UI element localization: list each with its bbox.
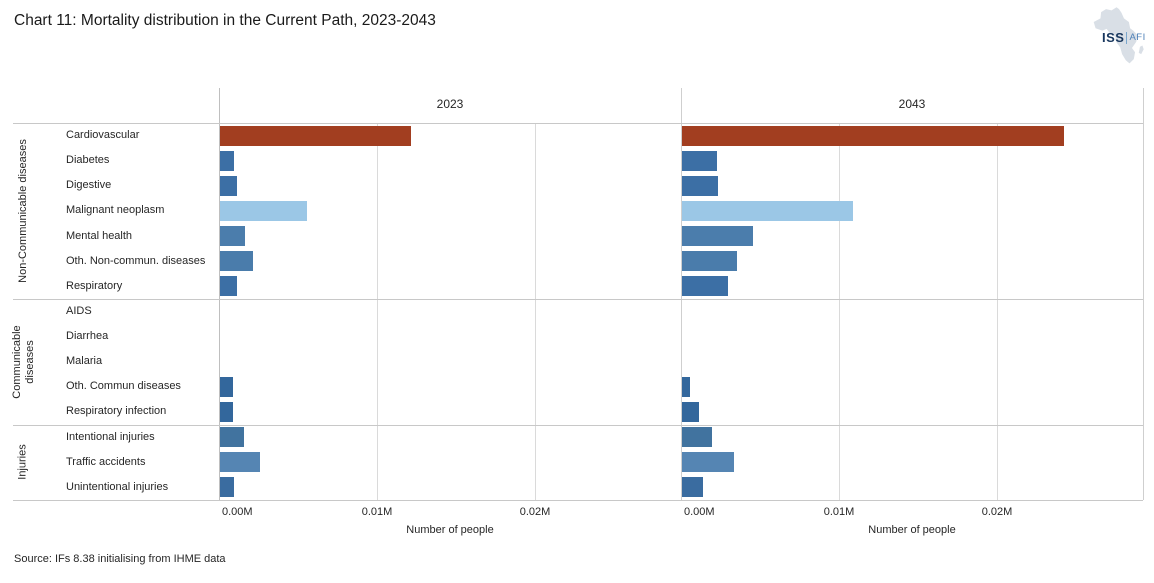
category-label-malignant-neoplasm: Malignant neoplasm [66, 204, 165, 217]
category-label-intentional-injuries: Intentional injuries [66, 430, 155, 443]
logo: ISS AFI [1088, 6, 1150, 64]
category-label-traffic-accidents: Traffic accidents [66, 455, 146, 468]
source-note: Source: IFs 8.38 initialising from IHME … [14, 553, 226, 565]
category-label-diabetes: Diabetes [66, 154, 110, 167]
bar-2023-respiratory [220, 276, 238, 297]
x-tick-label: 0.00M [684, 506, 715, 518]
bar-2023-malignant-neoplasm [220, 200, 307, 221]
bar-2043-cardiovascular [682, 125, 1065, 146]
bar-2023-unintentional-injuries [220, 477, 235, 498]
bar-2043-malignant-neoplasm [682, 200, 853, 221]
panel-year-label: 2043 [898, 97, 926, 111]
x-tick-label: 0.01M [361, 506, 393, 518]
bar-2043-respiratory [682, 276, 728, 297]
category-label-diarrhea: Diarrhea [66, 330, 109, 343]
africa-icon [1093, 7, 1144, 64]
bar-2023-oth-commun-diseases [220, 376, 233, 397]
category-label-oth-non-commun-diseases: Oth. Non-commun. diseases [66, 254, 206, 267]
logo-text: ISS AFI [1102, 30, 1146, 45]
gridline [839, 123, 840, 500]
category-label-cardiovascular: Cardiovascular [66, 129, 140, 141]
category-label-unintentional-injuries: Unintentional injuries [66, 480, 169, 493]
bar-2023-cardiovascular [220, 125, 412, 146]
y-axis-line [219, 88, 220, 500]
bar-2043-respiratory-infection [682, 402, 700, 423]
x-axis-title: Number of people [868, 524, 956, 536]
logo-text-iss: ISS [1102, 30, 1125, 45]
gridline [377, 123, 378, 500]
bar-2023-diabetes [220, 150, 235, 171]
logo-divider [1126, 31, 1128, 44]
bar-2043-oth-commun-diseases [682, 376, 690, 397]
panel-divider [681, 88, 682, 500]
plot-border-top [13, 123, 1143, 124]
gridline [535, 123, 536, 500]
plot-border-right [1143, 88, 1144, 500]
x-tick-label: 0.01M [823, 506, 855, 518]
category-label-respiratory: Respiratory [66, 279, 123, 292]
group-label-non-communicable-diseases: Non-Communicable diseases [17, 139, 30, 283]
bar-2023-respiratory-infection [220, 402, 233, 423]
plot-border-bottom [13, 500, 1143, 501]
group-separator [13, 424, 1143, 426]
category-label-malaria: Malaria [66, 355, 103, 368]
category-label-aids: AIDS [66, 304, 92, 317]
bar-2023-mental-health [220, 226, 246, 247]
category-label-oth-commun-diseases: Oth. Commun diseases [66, 380, 181, 393]
x-tick-label: 0.02M [519, 506, 551, 518]
bar-2043-unintentional-injuries [682, 477, 703, 498]
bar-2043-traffic-accidents [682, 452, 735, 473]
bar-2043-digestive [682, 175, 719, 196]
x-axis-title: Number of people [406, 524, 494, 536]
group-label-communicable-diseases: Communicable diseases [10, 325, 36, 399]
x-tick-label: 0.00M [222, 506, 253, 518]
bar-2043-diabetes [682, 150, 717, 171]
gridline [997, 123, 998, 500]
logo-text-afi: AFI [1129, 32, 1146, 43]
bar-2023-traffic-accidents [220, 452, 260, 473]
category-label-digestive: Digestive [66, 179, 112, 192]
category-label-mental-health: Mental health [66, 229, 133, 242]
group-separator [13, 298, 1143, 300]
bar-2023-digestive [220, 175, 238, 196]
bar-2043-mental-health [682, 226, 754, 247]
chart-title: Chart 11: Mortality distribution in the … [14, 12, 436, 29]
bar-2023-oth-non-commun-diseases [220, 251, 254, 272]
panel-year-label: 2023 [436, 97, 464, 111]
bar-2043-oth-non-commun-diseases [682, 251, 738, 272]
bar-2023-intentional-injuries [220, 427, 244, 448]
x-tick-label: 0.02M [981, 506, 1013, 518]
bar-2043-intentional-injuries [682, 427, 713, 448]
category-label-respiratory-infection: Respiratory infection [66, 405, 167, 418]
group-label-injuries: Injuries [17, 444, 30, 481]
